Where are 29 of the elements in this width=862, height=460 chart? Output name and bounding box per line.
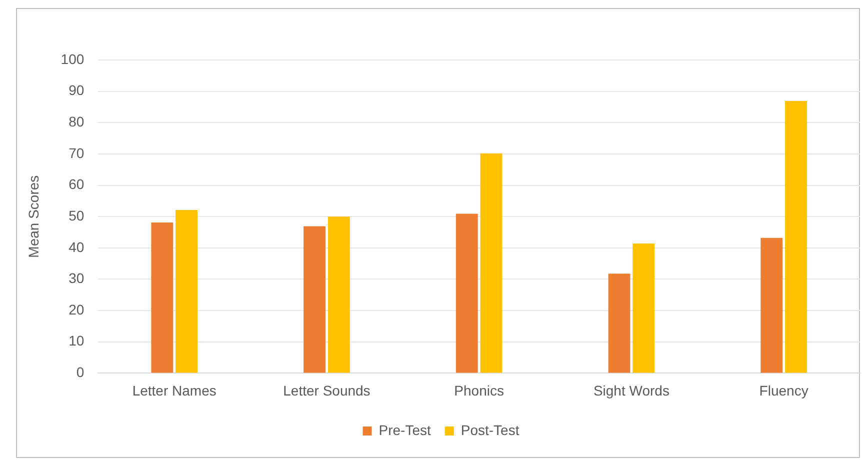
y-tick-label: 40 [68, 238, 84, 255]
y-axis-title: Mean Scores [25, 175, 42, 258]
bar [176, 210, 198, 373]
y-tick-label: 60 [68, 176, 84, 192]
y-tick-label: 20 [68, 301, 84, 318]
bar [785, 101, 807, 373]
bar [456, 214, 478, 373]
x-tick-label: Letter Sounds [283, 382, 370, 398]
bar [304, 226, 326, 373]
bar [151, 222, 174, 373]
x-tick-label: Phonics [454, 382, 504, 398]
y-tick-label: 90 [68, 82, 84, 98]
y-tick-label: 80 [68, 114, 84, 130]
y-tick-label: 0 [76, 364, 84, 380]
bar [480, 153, 502, 373]
x-tick-label: Letter Names [132, 382, 216, 398]
y-tick-label: 70 [68, 144, 84, 161]
x-tick-label: Sight Words [593, 382, 670, 398]
bar [608, 274, 630, 373]
legend-label: Pre-Test [378, 422, 431, 438]
y-tick-label: 100 [60, 50, 84, 67]
legend-label: Post-Test [460, 422, 520, 438]
y-tick-label: 30 [68, 270, 84, 286]
bar [760, 238, 783, 373]
x-tick-label: Fluency [759, 382, 808, 398]
bar [632, 244, 655, 373]
y-tick-label: 50 [68, 207, 84, 224]
bar [328, 216, 350, 373]
y-tick-label: 10 [68, 332, 84, 349]
